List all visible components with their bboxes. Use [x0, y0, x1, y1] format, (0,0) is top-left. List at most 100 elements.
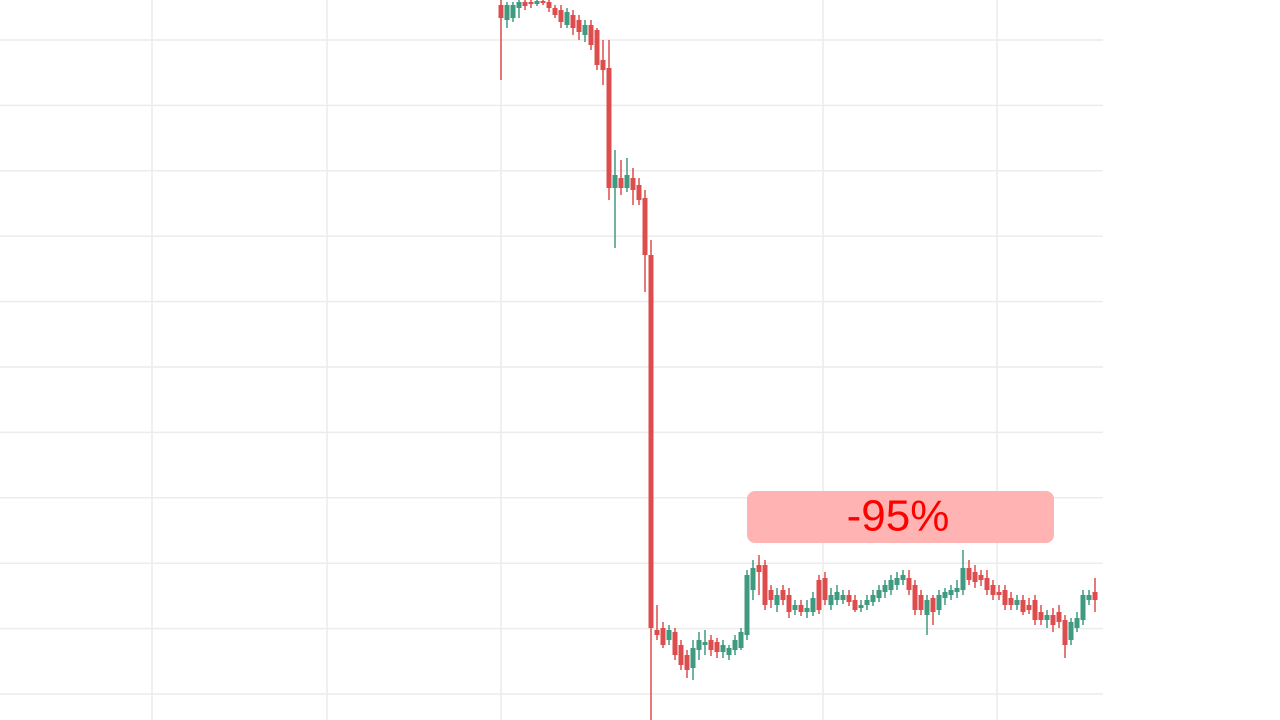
candle-body — [984, 578, 990, 590]
candle-body — [804, 608, 810, 612]
candle-body — [882, 585, 888, 592]
candle-body — [516, 2, 522, 8]
candle-body — [762, 565, 768, 605]
candle-body — [564, 12, 570, 25]
candle-body — [1014, 600, 1020, 605]
candle-body — [624, 175, 630, 188]
candle-body — [792, 605, 798, 610]
candle-body — [822, 578, 828, 600]
candle-body — [594, 30, 600, 65]
candle-body — [1032, 600, 1038, 620]
candle-body — [510, 5, 516, 18]
candle-body — [954, 588, 960, 592]
candle-body — [990, 585, 996, 595]
candle-body — [936, 595, 942, 610]
candle-body — [930, 598, 936, 612]
candle-body — [528, 2, 534, 4]
candle-body — [828, 595, 834, 605]
candle-body — [780, 590, 786, 600]
candle-body — [918, 595, 924, 610]
candles — [498, 0, 1098, 720]
candle-body — [738, 632, 744, 648]
candle-body — [630, 178, 636, 190]
candle-body — [1002, 590, 1008, 605]
candle-body — [948, 590, 954, 595]
candle-body — [678, 645, 684, 665]
candle-body — [1056, 612, 1062, 622]
candle-body — [774, 595, 780, 605]
candle-body — [600, 60, 606, 70]
candle-body — [906, 578, 912, 590]
candle-body — [552, 8, 558, 15]
candle-body — [612, 175, 618, 188]
candle-body — [618, 178, 624, 188]
candle-body — [888, 580, 894, 590]
candle-body — [696, 640, 702, 650]
candle-body — [1068, 622, 1074, 640]
candle-body — [1092, 592, 1098, 600]
candle-body — [942, 592, 948, 598]
candle-body — [726, 648, 732, 655]
candle-body — [660, 628, 666, 645]
candle-body — [840, 595, 846, 600]
candle-body — [714, 642, 720, 652]
candle-body — [1074, 618, 1080, 628]
candle-body — [636, 185, 642, 200]
candle-body — [672, 632, 678, 655]
candle-body — [570, 15, 576, 28]
candle-body — [900, 575, 906, 580]
candle-body — [684, 655, 690, 670]
candle-body — [858, 605, 864, 608]
candle-body — [654, 630, 660, 635]
candle-body — [966, 568, 972, 580]
candle-body — [816, 580, 822, 610]
annotation-box — [747, 491, 1054, 543]
candle-body — [756, 565, 762, 572]
candle-body — [750, 568, 756, 590]
candle-body — [924, 600, 930, 615]
candle-body — [606, 68, 612, 188]
candle-body — [744, 575, 750, 635]
candle-body — [960, 568, 966, 590]
candle-body — [1038, 612, 1044, 620]
candle-body — [540, 1, 546, 3]
candle-body — [912, 585, 918, 610]
candle-body — [648, 255, 654, 628]
candle-body — [996, 592, 1002, 595]
candle-body — [846, 595, 852, 602]
candle-body — [720, 645, 726, 652]
candle-body — [498, 5, 504, 18]
candle-body — [582, 25, 588, 35]
candle-body — [798, 605, 804, 612]
candle-body — [1062, 620, 1068, 645]
candle-body — [768, 590, 774, 600]
candle-body — [1008, 598, 1014, 605]
grid — [0, 0, 1103, 720]
candle-body — [786, 595, 792, 612]
candle-body — [708, 640, 714, 650]
candle-body — [558, 10, 564, 22]
candle-body — [876, 590, 882, 598]
candle-body — [546, 2, 552, 8]
candle-body — [588, 25, 594, 45]
candle-body — [852, 600, 858, 610]
candle-body — [1050, 615, 1056, 625]
candle-body — [1086, 595, 1092, 600]
candle-body — [534, 1, 540, 4]
candle-body — [1020, 600, 1026, 612]
candle-body — [666, 630, 672, 640]
candle-body — [978, 575, 984, 580]
candle-body — [972, 572, 978, 582]
candle-body — [870, 595, 876, 602]
candle-body — [1080, 595, 1086, 620]
candle-body — [732, 640, 738, 650]
candle-body — [642, 198, 648, 255]
candle-body — [834, 592, 840, 600]
candle-body — [864, 600, 870, 605]
candle-body — [1026, 605, 1032, 610]
candle-body — [504, 5, 510, 20]
candle-body — [522, 2, 528, 6]
candle-body — [576, 20, 582, 32]
